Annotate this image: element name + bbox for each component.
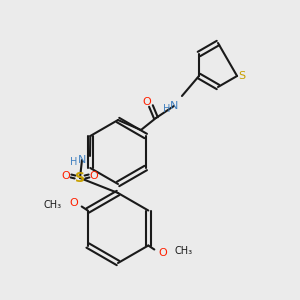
- Text: N: N: [170, 101, 178, 111]
- Text: O: O: [142, 97, 151, 107]
- Text: O: O: [69, 199, 78, 208]
- Text: O: O: [90, 171, 98, 181]
- Text: CH₃: CH₃: [44, 200, 62, 209]
- Text: H: H: [163, 104, 171, 114]
- Text: S: S: [75, 171, 85, 185]
- Text: N: N: [78, 155, 86, 165]
- Text: CH₃: CH₃: [174, 247, 192, 256]
- Text: O: O: [61, 171, 70, 181]
- Text: S: S: [238, 71, 246, 81]
- Text: H: H: [70, 157, 78, 167]
- Text: O: O: [158, 248, 167, 257]
